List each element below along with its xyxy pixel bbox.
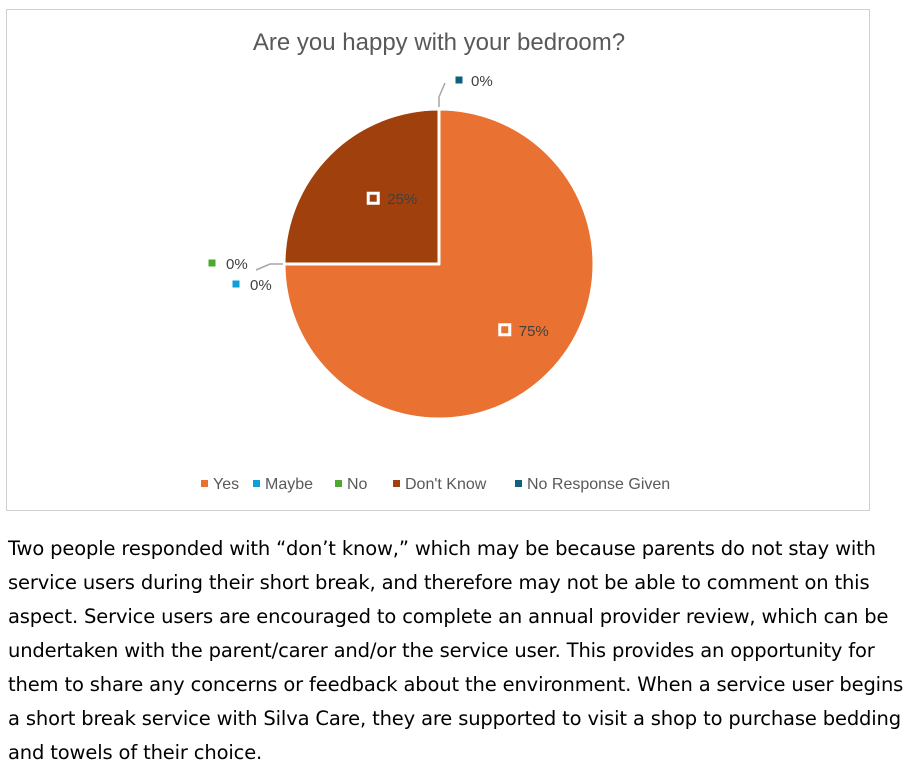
legend-label-no-response-given: No Response Given bbox=[527, 476, 670, 493]
legend-swatch-no bbox=[335, 480, 342, 487]
leader-lines bbox=[255, 82, 446, 271]
legend-swatch-maybe bbox=[253, 480, 260, 487]
legend-label-don-t-know: Don't Know bbox=[405, 476, 487, 493]
chart-title: Are you happy with your bedroom? bbox=[253, 29, 625, 56]
legend-swatch-don-t-know bbox=[393, 480, 400, 487]
data-label-no: 0% bbox=[226, 256, 248, 273]
legend-swatch-yes bbox=[201, 480, 208, 487]
pie-slice-don-t-know bbox=[282, 107, 441, 266]
legend-swatch-no-response-given bbox=[515, 480, 522, 487]
data-label-marker-don-t-know bbox=[366, 191, 380, 205]
chart-container: Are you happy with your bedroom? 75% 0% 0%… bbox=[6, 9, 870, 511]
legend: Yes Maybe No Don't Know No Response Given bbox=[201, 476, 670, 493]
pie-chart: Are you happy with your bedroom? 75%0%0%… bbox=[201, 29, 670, 493]
data-label-yes: 75% bbox=[519, 323, 549, 340]
data-label-marker-yes bbox=[498, 323, 512, 337]
data-label-marker-no bbox=[208, 259, 216, 267]
data-label-marker-no-response-given bbox=[455, 76, 463, 84]
legend-label-maybe: Maybe bbox=[265, 476, 313, 493]
data-label-no-response-given: 0% bbox=[471, 73, 493, 90]
body-paragraph: Two people responded with “don’t know,” … bbox=[8, 537, 904, 764]
data-labels: 75%0%0%25%0% bbox=[208, 73, 549, 340]
data-label-maybe: 0% bbox=[250, 277, 272, 294]
pie-slice-yes bbox=[282, 107, 596, 421]
data-label-marker-maybe bbox=[232, 280, 240, 288]
legend-label-no: No bbox=[347, 476, 368, 493]
pie-slices bbox=[282, 107, 596, 421]
legend-label-yes: Yes bbox=[213, 476, 239, 493]
data-label-don-t-know: 25% bbox=[387, 191, 417, 208]
